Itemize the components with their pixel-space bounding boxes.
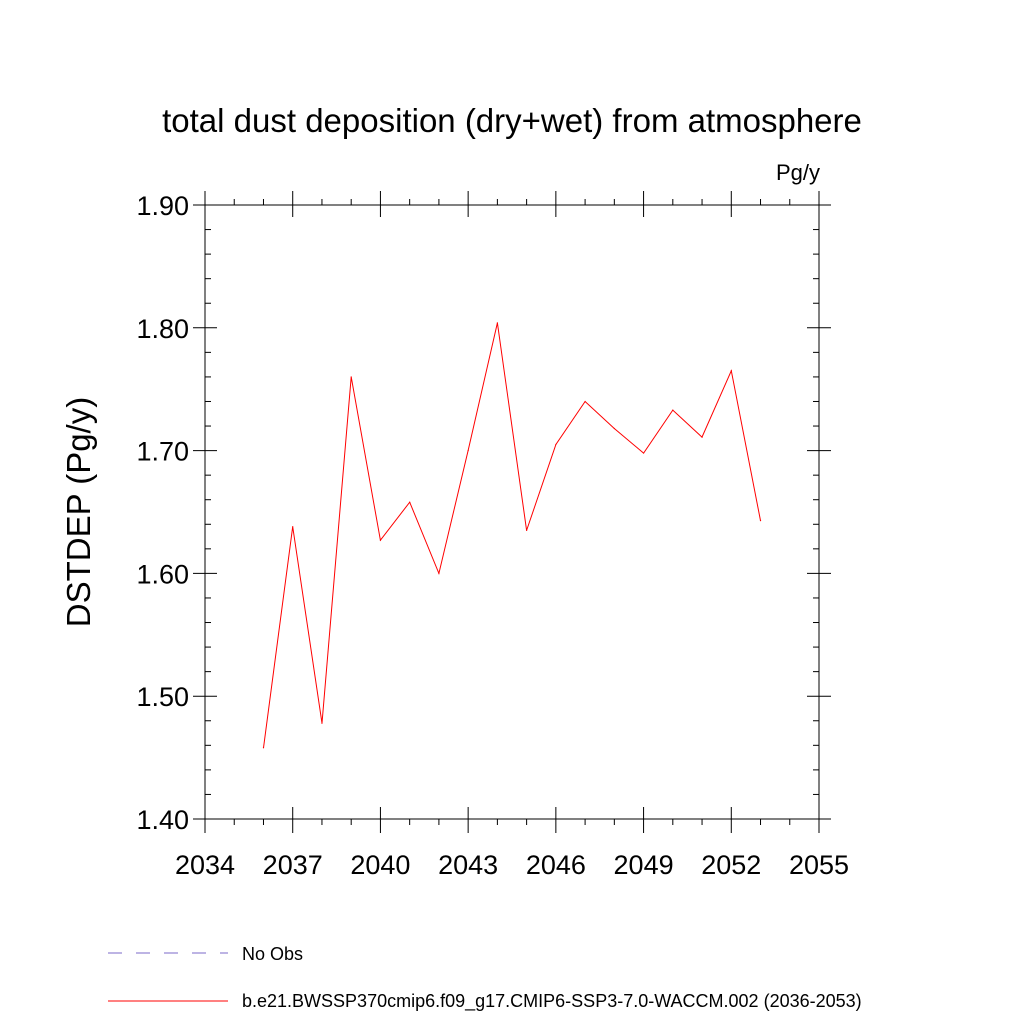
data-point xyxy=(584,400,586,403)
y-axis-label: DSTDEP (Pg/y) xyxy=(60,397,97,627)
data-point xyxy=(759,519,762,522)
data-point xyxy=(379,539,382,541)
legend-label-no-obs: No Obs xyxy=(242,944,303,964)
x-tick-label: 2034 xyxy=(175,850,235,880)
x-tick-label: 2040 xyxy=(350,850,410,880)
data-point xyxy=(350,376,352,378)
data-point xyxy=(642,452,645,454)
legend: No Obs b.e21.BWSSP370cmip6.f09_g17.CMIP6… xyxy=(108,944,862,1012)
data-point xyxy=(262,747,265,749)
series-line-0 xyxy=(263,322,761,748)
y-tick-label: 1.40 xyxy=(136,805,189,835)
legend-label-model: b.e21.BWSSP370cmip6.f09_g17.CMIP6-SSP3-7… xyxy=(242,991,862,1012)
y-tick-label: 1.70 xyxy=(136,437,189,467)
data-point xyxy=(438,572,440,575)
data-point xyxy=(613,427,615,430)
data-point xyxy=(409,501,411,503)
y-axis-ticks: 1.40 1.50 1.60 1.70 1.80 1.90 xyxy=(136,191,831,835)
y-tick-label: 1.50 xyxy=(136,682,189,712)
data-point xyxy=(730,370,732,372)
data-point xyxy=(672,409,674,411)
data-point xyxy=(526,529,528,532)
data-point xyxy=(701,436,703,438)
chart-title: total dust deposition (dry+wet) from atm… xyxy=(162,102,862,139)
data-point xyxy=(496,322,498,324)
series-layer xyxy=(262,322,762,749)
x-tick-label: 2052 xyxy=(701,850,761,880)
minor-ticks xyxy=(205,199,819,825)
units-label: Pg/y xyxy=(776,160,820,185)
y-tick-label: 1.80 xyxy=(136,314,189,344)
y-tick-label: 1.90 xyxy=(136,191,189,221)
plot-frame xyxy=(204,204,820,820)
x-tick-label: 2043 xyxy=(438,850,498,880)
data-point xyxy=(292,526,294,528)
x-tick-label: 2037 xyxy=(263,850,323,880)
x-tick-label: 2049 xyxy=(614,850,674,880)
x-tick-label: 2046 xyxy=(526,850,586,880)
x-axis-ticks: 2034 2037 2040 2043 2046 2049 2052 2055 xyxy=(175,191,849,880)
data-point xyxy=(321,722,323,724)
y-tick-label: 1.60 xyxy=(136,559,189,589)
x-tick-label: 2055 xyxy=(789,850,849,880)
data-point xyxy=(555,443,557,446)
data-point xyxy=(467,450,469,452)
